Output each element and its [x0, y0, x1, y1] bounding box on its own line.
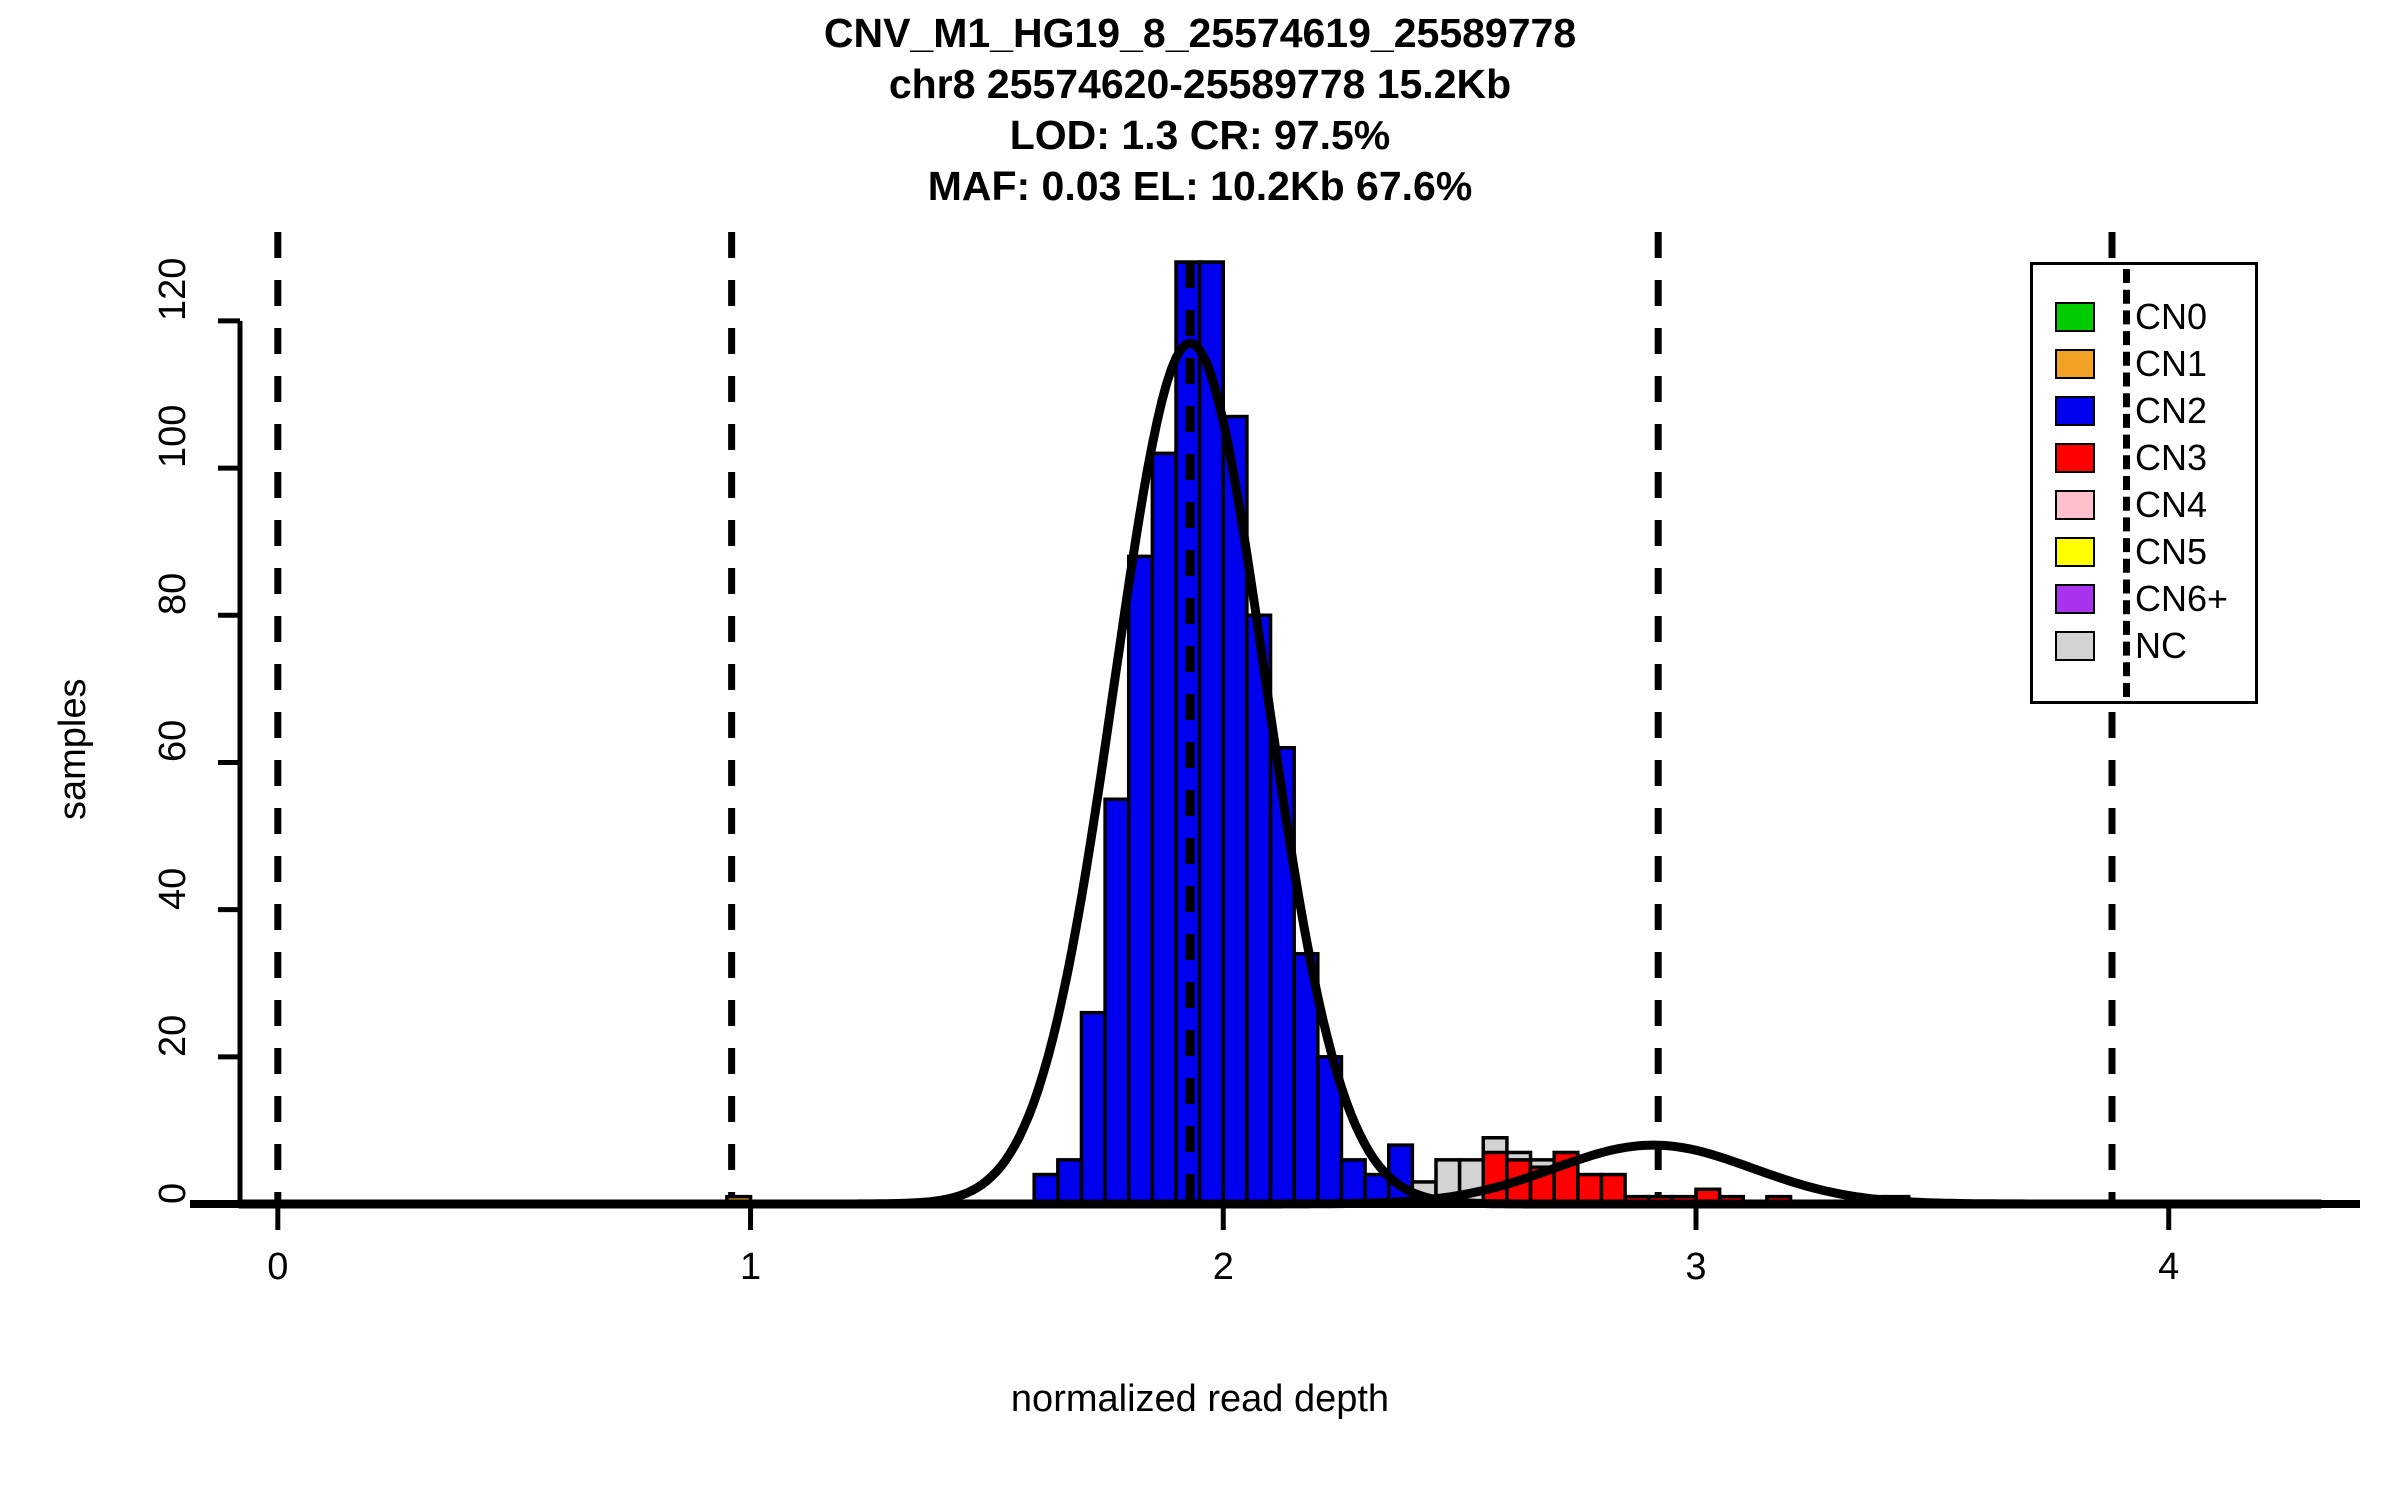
legend-item-label: CN5 [2135, 530, 2208, 572]
legend-swatch-icon [2055, 442, 2095, 473]
legend-swatch-icon [2055, 395, 2095, 426]
legend-item-label: NC [2135, 624, 2187, 666]
legend-item-label: CN3 [2135, 436, 2208, 478]
legend-item-cn5[interactable]: CN5 [2033, 528, 2255, 575]
x-tick-label: 2 [1212, 1246, 1234, 1288]
y-axis-label: samples [52, 678, 94, 821]
x-tick-label: 0 [267, 1246, 289, 1288]
histogram-bar [1126, 554, 1155, 1206]
legend: CN0 CN1 CN2 CN3 CN4 CN5 CN6+ NC [2030, 262, 2258, 704]
histogram-bar [1150, 451, 1178, 1206]
legend-item-cn2[interactable]: CN2 [2033, 387, 2255, 434]
x-tick-label: 4 [2158, 1246, 2180, 1288]
legend-divider-dashed [2123, 269, 2130, 697]
histogram-bar [1056, 1158, 1084, 1206]
legend-item-label: CN1 [2135, 342, 2208, 384]
histogram-bar [1339, 1158, 1367, 1206]
legend-item-cn4[interactable]: CN4 [2033, 481, 2255, 528]
legend-swatch-icon [2055, 489, 2095, 520]
legend-item-label: CN0 [2135, 295, 2208, 337]
x-axis-label: normalized read depth [1010, 1378, 1390, 1420]
legend-item-label: CN6+ [2135, 577, 2229, 619]
legend-item-cn6plus[interactable]: CN6+ [2033, 575, 2255, 622]
legend-swatch-icon [2055, 536, 2095, 567]
legend-item-label: CN2 [2135, 389, 2208, 431]
legend-item-cn1[interactable]: CN1 [2033, 340, 2255, 387]
legend-item-cn3[interactable]: CN3 [2033, 434, 2255, 481]
legend-item-label: CN4 [2135, 483, 2208, 525]
histogram-bar [1079, 1010, 1107, 1206]
legend-item-nc[interactable]: NC [2033, 622, 2255, 669]
x-tick-label: 1 [739, 1246, 762, 1288]
histogram-bar [1174, 260, 1202, 1206]
x-tick-label: 3 [1685, 1246, 1707, 1288]
legend-swatch-icon [2055, 583, 2095, 614]
histogram-bar [1481, 1150, 1509, 1206]
legend-swatch-icon [2055, 630, 2095, 661]
histogram-bar [1103, 797, 1131, 1206]
legend-item-cn0[interactable]: CN0 [2033, 293, 2255, 340]
legend-swatch-icon [2055, 348, 2095, 379]
legend-swatch-icon [2055, 301, 2095, 332]
